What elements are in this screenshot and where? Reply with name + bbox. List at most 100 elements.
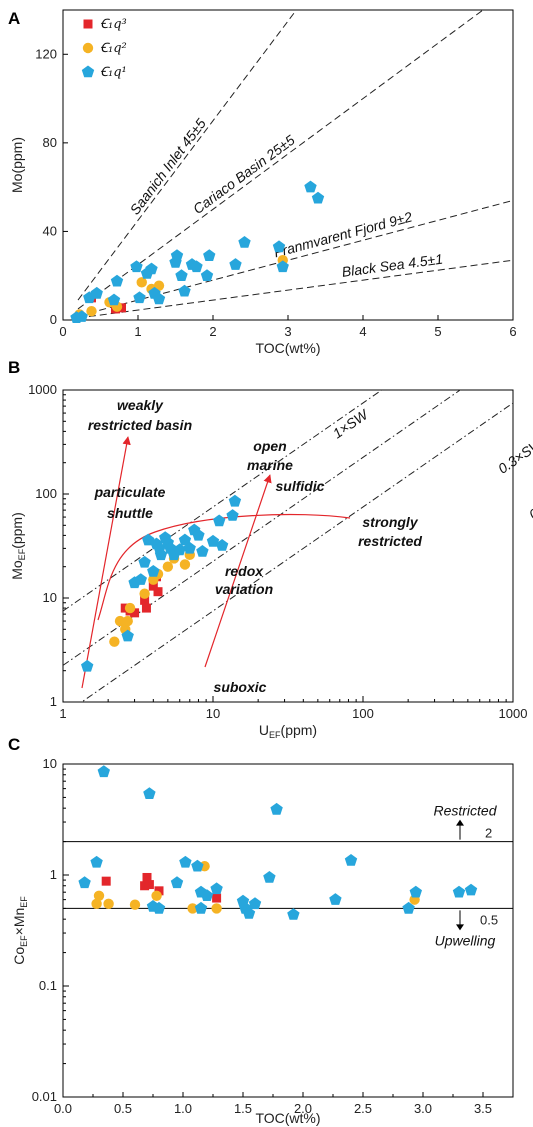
panel-b-point-q2 [139, 588, 150, 599]
panel-b-point-q2 [114, 615, 126, 627]
panel-a-point-q2 [86, 305, 97, 317]
panel-c-point-q1 [263, 871, 276, 883]
panel-a-ytick-label: 80 [43, 135, 57, 150]
panel-c-xtick-label: 1.5 [234, 1101, 252, 1116]
panel-b-xtick-label: 1000 [499, 706, 528, 721]
panel-c-point-q3 [101, 876, 111, 886]
panel-b-point-q1 [154, 548, 168, 561]
panel-b-annotation: strongly [362, 514, 418, 530]
panel-b-sw-label: 0.1×SW [526, 480, 533, 523]
panel-b-point-q3 [130, 608, 140, 618]
panel-a-ytick-label: 0 [50, 312, 57, 327]
panel-a-legend-entry: Ꞓ₁q¹ [100, 65, 127, 80]
panel-b-point-q3 [148, 581, 158, 591]
panel-b-sw-label: 0.3×SW [495, 434, 533, 477]
panel-b-frame [62, 389, 514, 703]
panel-c-xlabel: TOC(wt%) [255, 1110, 320, 1126]
panel-b-annotation: suboxic [214, 679, 267, 695]
panel-a-frame [62, 9, 514, 321]
panel-a-reference-line [77, 199, 513, 317]
panel-c-point-q1 [242, 907, 256, 919]
panel-b-point-q1 [134, 573, 147, 585]
panel-a-point-q1 [152, 292, 166, 305]
panel-b-ytick-label: 10 [43, 590, 57, 605]
panel-c-threshold-note: Restricted [433, 803, 497, 819]
panel-c-ytick-label: 0.01 [32, 1089, 57, 1104]
panel-b-xtick-label: 100 [352, 706, 374, 721]
panel-b-annotation: restricted basin [88, 417, 192, 433]
panel-a-xlabel: TOC(wt%) [255, 340, 320, 356]
panel-a-point-q1 [200, 269, 214, 281]
panel-b-annotation: variation [215, 581, 273, 597]
panel-a-point-q1 [130, 260, 143, 273]
panel-c-threshold-note: Upwelling [435, 932, 496, 948]
panel-b-point-q1 [228, 494, 242, 507]
panel-a-reference-label: Black Sea 4.5±1 [341, 251, 444, 280]
panel-c-ylabel: CoEF×MnEF [11, 896, 29, 965]
panel-c-point-q1 [191, 859, 204, 872]
panel-a-point-q1 [178, 284, 191, 297]
panel-a-ytick-label: 40 [43, 223, 57, 238]
panel-c-xtick-label: 0.5 [114, 1101, 132, 1116]
panel-a-point-q1 [203, 249, 216, 261]
panel-c-point-q1 [152, 901, 166, 914]
panel-b-point-q1 [192, 528, 205, 541]
panel-c-point-q3 [142, 872, 152, 882]
panel-a-point-q2 [153, 280, 165, 291]
panel-c-arrowhead-up [456, 819, 464, 826]
panel-b-annotation: restricted [358, 533, 422, 549]
panel-a-xtick-label: 0 [59, 324, 66, 339]
panel-a-reference-line [77, 10, 297, 301]
panel-b-point-q2 [162, 561, 174, 572]
panel-b-xtick-label: 1 [59, 706, 66, 721]
panel-a-legend-marker [81, 65, 95, 78]
panel-c-xtick-label: 3.5 [474, 1101, 492, 1116]
panel-a-legend-marker [83, 19, 93, 29]
panel-c-point-q1 [97, 765, 110, 778]
panel-b-point-q1 [196, 545, 209, 557]
panel-c-point-q1 [194, 901, 208, 914]
panel-b-ylabel: MoEF(ppm) [9, 512, 27, 580]
panel-a-point-q1 [75, 310, 88, 322]
panel-a-reference-line [77, 259, 513, 319]
panel-b-ytick-label: 100 [35, 486, 57, 501]
panel-c-point-q3 [154, 886, 164, 896]
panel-b-annotation: sulfidic [275, 478, 324, 494]
panel-a-xtick-label: 4 [359, 324, 366, 339]
panel-c-ytick-label: 0.1 [39, 978, 57, 993]
panel-b-annotation: open [253, 438, 286, 454]
panel-b-arrow-open-marine [204, 474, 272, 668]
panel-c-threshold-label: 2 [485, 826, 492, 841]
panel-b-point-q3 [141, 603, 151, 613]
panel-a-reference-label: Franmvarent Fjord 9±2 [272, 208, 414, 260]
panel-c-point-q1 [78, 876, 91, 889]
panel-a-ytick-label: 120 [35, 46, 57, 61]
panel-b-label: B [8, 358, 20, 377]
panel-c-point-q2 [103, 898, 114, 910]
panel-a-point-q1 [110, 274, 124, 287]
panel-b-point-q3 [153, 587, 163, 597]
panel-b-annotation: particulate [94, 484, 166, 500]
panel-b-point-q2 [122, 615, 133, 627]
panel-b-ytick-label: 1000 [28, 382, 57, 397]
panel-c-ytick-label: 10 [43, 756, 57, 771]
panel-c-xtick-label: 0.0 [54, 1101, 72, 1116]
panel-a-xtick-label: 3 [284, 324, 291, 339]
panel-b-annotation: redox [225, 563, 264, 579]
panel-b-annotation: shuttle [107, 505, 153, 521]
panel-b-point-q1 [138, 555, 151, 568]
panel-a-point-q1 [276, 260, 289, 273]
panel-c-threshold-label: 0.5 [480, 912, 498, 927]
panel-a-ylabel: Mo(ppm) [9, 137, 25, 193]
panel-c-point-q1 [248, 897, 262, 910]
panel-c-point-q3 [144, 880, 154, 890]
panel-b-point-q1 [213, 514, 226, 527]
panel-b-point-q1 [178, 533, 192, 546]
panel-a-point-q1 [133, 291, 146, 304]
panel-b-point-q2 [124, 602, 136, 614]
panel-a-point-q1 [145, 262, 158, 275]
panel-a-reference-line [77, 10, 484, 310]
panel-c-point-q1 [210, 882, 223, 895]
panel-c-point-q1 [270, 802, 283, 815]
panel-b-point-q2 [109, 636, 120, 647]
